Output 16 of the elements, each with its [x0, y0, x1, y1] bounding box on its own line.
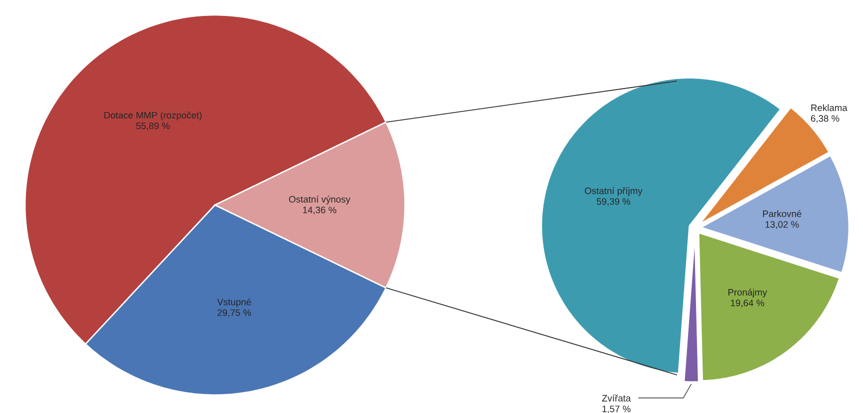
data-label: 29,75 %	[218, 309, 252, 318]
slice-label: Reklama	[811, 104, 848, 112]
slice-label: Pronájmy	[728, 288, 768, 298]
data-label: 1,57 %	[602, 406, 631, 413]
slice-label: Zvířata	[602, 394, 631, 402]
slice-label: Vstupné	[217, 298, 251, 308]
data-label: 55,89 %	[136, 122, 170, 130]
slice-label: Parkovné	[763, 210, 802, 218]
slice-label: Ostatní příjmy	[584, 187, 642, 196]
data-label: 19,64 %	[730, 300, 764, 308]
slice-label: Ostatní výnosy	[289, 196, 350, 204]
slice-label: Dotace MMP (rozpočet)	[104, 112, 202, 120]
data-label: 14,36 %	[303, 206, 336, 214]
data-label: 6,38 %	[811, 115, 840, 123]
data-label: 13,02 %	[766, 221, 799, 229]
data-label: 59,39 %	[596, 198, 630, 206]
